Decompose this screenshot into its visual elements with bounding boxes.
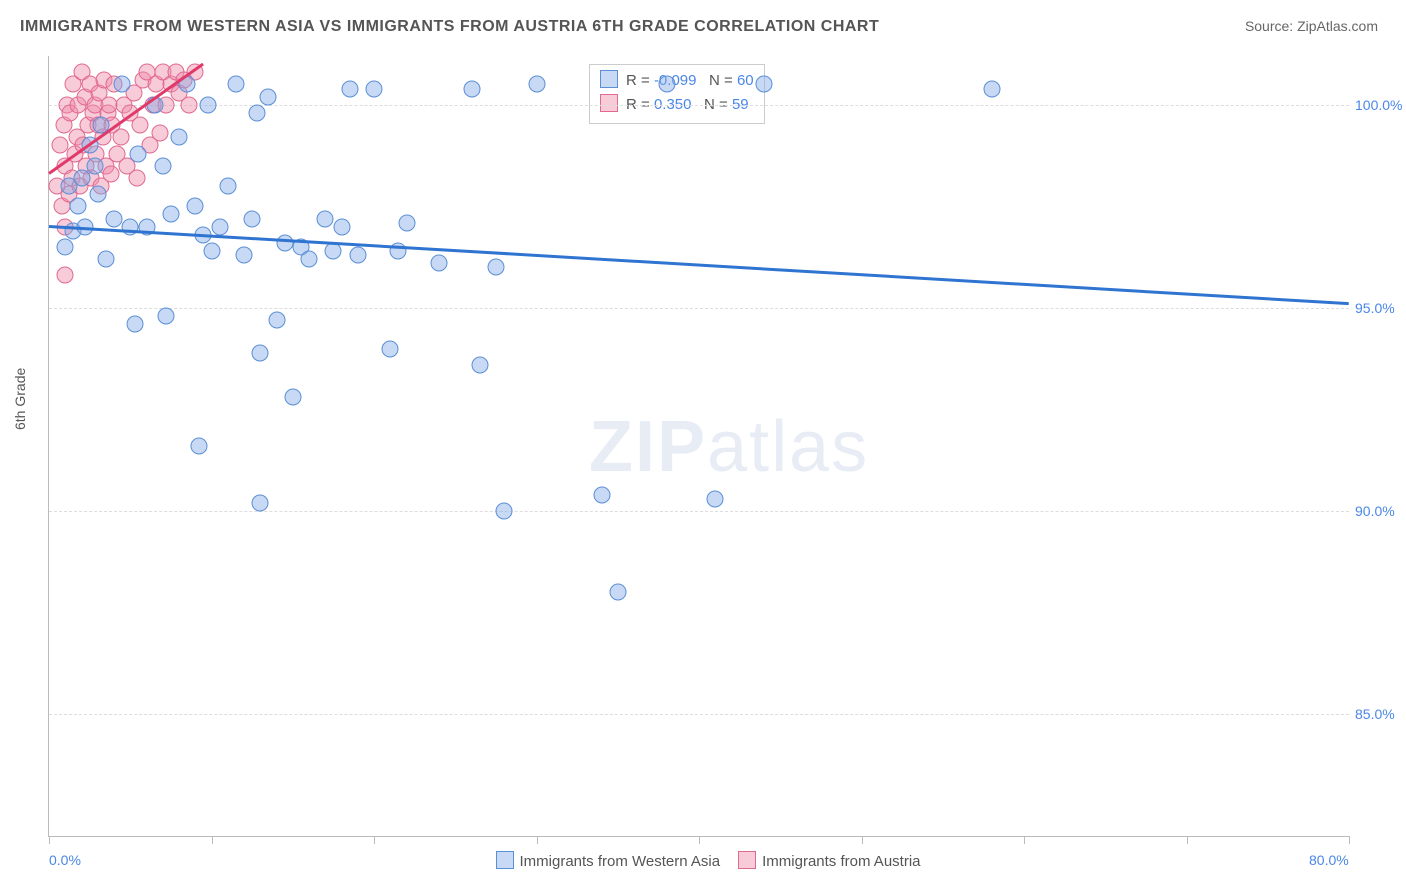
data-point [187,198,204,215]
data-point [349,247,366,264]
legend-swatch [600,94,618,112]
data-point [127,316,144,333]
legend-swatch [600,70,618,88]
data-point [366,80,383,97]
gridline-h [49,511,1349,512]
watermark-text: ZIPatlas [589,406,869,488]
data-point [180,96,197,113]
x-tick [862,836,863,844]
data-point [249,104,266,121]
data-point [276,234,293,251]
data-point [398,214,415,231]
data-point [341,80,358,97]
data-point [252,494,269,511]
x-tick [1024,836,1025,844]
x-tick [1349,836,1350,844]
legend-swatch [738,851,756,869]
data-point [609,584,626,601]
data-point [162,206,179,223]
series-legend: Immigrants from Western Asia Immigrants f… [49,851,1349,870]
data-point [130,145,147,162]
data-point [236,247,253,264]
legend-swatch [496,851,514,869]
n-label: N = [709,72,733,89]
y-tick-label: 90.0% [1355,503,1406,519]
data-point [57,267,74,284]
data-point [333,218,350,235]
gridline-h [49,714,1349,715]
data-point [114,76,131,93]
x-tick [1187,836,1188,844]
correlation-stats-legend: R = -0.099 N = 60R = 0.350 N = 59 [589,64,765,124]
data-point [301,251,318,268]
trend-line [49,225,1349,305]
data-point [112,129,129,146]
data-point [244,210,261,227]
data-point [70,198,87,215]
data-point [97,251,114,268]
data-point [158,308,175,325]
data-point [102,165,119,182]
data-point [200,96,217,113]
data-point [106,210,123,227]
data-point [211,218,228,235]
r-label: R = [626,72,650,89]
data-point [496,503,513,520]
source-label: Source: [1245,18,1293,34]
y-tick-label: 100.0% [1355,97,1406,113]
x-tick [49,836,50,844]
data-point [171,129,188,146]
data-point [227,76,244,93]
data-point [57,238,74,255]
data-point [471,356,488,373]
data-point [260,88,277,105]
y-axis-label: 6th Grade [12,368,28,430]
data-point [487,259,504,276]
scatter-plot-area: ZIPatlas R = -0.099 N = 60R = 0.350 N = … [48,56,1349,837]
x-tick-label-max: 80.0% [1309,852,1349,868]
data-point [151,125,168,142]
x-tick [212,836,213,844]
legend-series-label: Immigrants from Western Asia [520,853,721,870]
data-point [382,340,399,357]
legend-series-label: Immigrants from Austria [762,853,920,870]
data-point [219,178,236,195]
chart-title: IMMIGRANTS FROM WESTERN ASIA VS IMMIGRAN… [20,18,879,36]
data-point [89,186,106,203]
data-point [756,76,773,93]
data-point [593,486,610,503]
n-value: 60 [737,72,754,89]
data-point [154,157,171,174]
data-point [463,80,480,97]
data-point [86,157,103,174]
data-point [252,344,269,361]
data-point [73,169,90,186]
data-point [707,490,724,507]
data-point [528,76,545,93]
data-point [268,312,285,329]
data-point [983,80,1000,97]
x-tick [374,836,375,844]
data-point [203,243,220,260]
y-tick-label: 85.0% [1355,706,1406,722]
x-tick [537,836,538,844]
legend-stat-row: R = -0.099 N = 60 [600,69,754,93]
data-point [431,255,448,272]
source-attribution: Source: ZipAtlas.com [1245,18,1378,34]
data-point [190,438,207,455]
data-point [317,210,334,227]
data-point [128,169,145,186]
data-point [132,117,149,134]
source-value: ZipAtlas.com [1297,18,1378,34]
data-point [658,76,675,93]
y-tick-label: 95.0% [1355,300,1406,316]
gridline-h [49,105,1349,106]
x-tick [699,836,700,844]
gridline-h [49,308,1349,309]
data-point [284,389,301,406]
x-tick-label-min: 0.0% [49,852,81,868]
